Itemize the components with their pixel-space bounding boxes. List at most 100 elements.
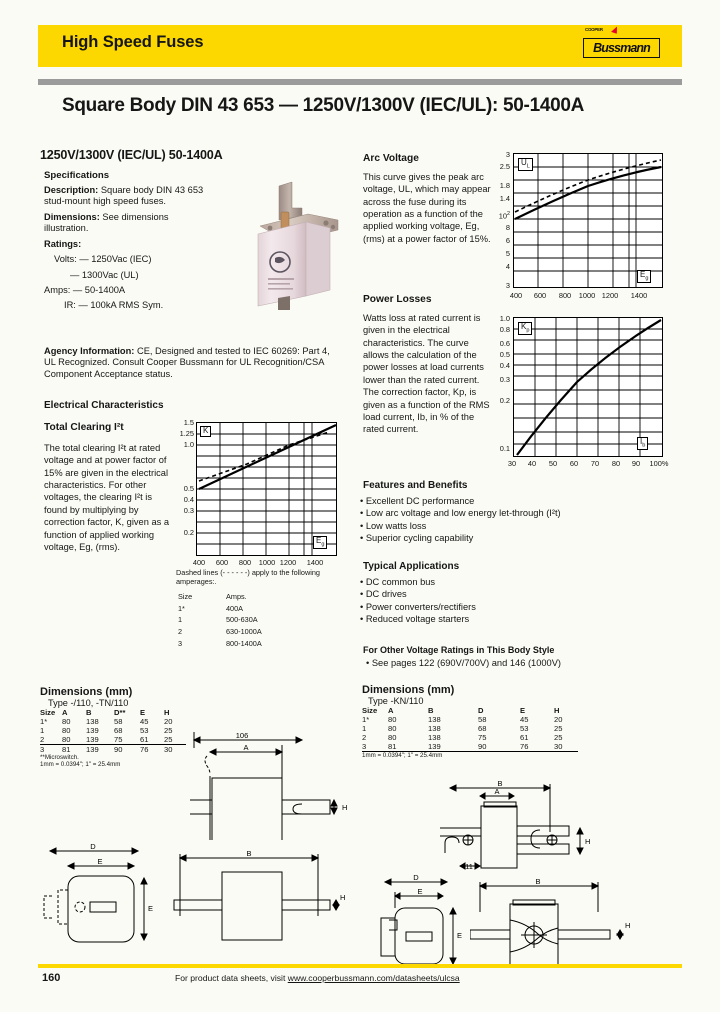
page-title: Square Body DIN 43 653 — 1250V/1300V (IE… [62, 95, 585, 116]
cooper-wordmark: COOPER [585, 27, 603, 32]
col-a: A [62, 708, 68, 717]
cell: 25 [164, 735, 186, 745]
i2t-ytick-0_2: 0.2 [183, 528, 194, 537]
table-row: 2 80 139 75 61 25 [40, 735, 186, 745]
cell-size: 1 [178, 615, 183, 625]
cell: 139 [86, 726, 99, 735]
cell: 45 [520, 715, 529, 724]
cell: 68 [114, 726, 123, 735]
cell: 30 [164, 745, 173, 754]
pl-xtick-90: 90 [631, 459, 641, 468]
power-losses-text: Watts loss at rated current is given in … [363, 313, 490, 435]
list-item: • Power converters/rectifiers [360, 601, 476, 612]
table-row: 2 80 138 75 61 25 [362, 733, 578, 742]
table-row: 1* 80 138 58 45 20 [362, 715, 578, 724]
cell: 45 [140, 717, 149, 726]
specifications-block: Specifications Description: Square body … [44, 170, 214, 316]
svg-text:H: H [625, 921, 630, 930]
cell-size: 3 [178, 638, 183, 648]
cell: 80 [388, 733, 397, 742]
cell: 139 [86, 735, 114, 745]
svg-text:D: D [413, 873, 419, 882]
cell: 25 [554, 724, 563, 733]
av-ytick-1_4: 1.4 [499, 194, 510, 203]
col-size: Size [362, 706, 378, 715]
drawing-front-view-kn110: B H [470, 872, 670, 982]
col-d: D** [114, 708, 126, 717]
cell: 76 [140, 745, 149, 754]
i2t-y-axis-symbol: K [200, 426, 212, 437]
cell: 75 [114, 735, 140, 745]
arc-voltage-text: This curve gives the peak arc voltage, U… [363, 172, 491, 244]
av-ytick-4: 4 [505, 262, 510, 271]
volts-line-2: — 1300Vac (UL) [70, 269, 139, 280]
cell: 76 [520, 742, 554, 752]
dimensions-label: Dimensions: [44, 211, 100, 222]
svg-text:E: E [97, 857, 102, 866]
table-header-row: Size A B D E H [362, 706, 578, 715]
pl-ytick-0_2: 0.2 [499, 396, 510, 405]
dimensions-left-footnote-1: **Microswitch. [40, 754, 79, 761]
svg-text:A: A [494, 787, 499, 796]
drawing-side-view-tn110: 106 A H [190, 700, 355, 840]
table-row: 3 81 139 90 76 30 [40, 745, 186, 754]
svg-text:A: A [243, 743, 248, 752]
dimensions-left-footnote-2: 1mm = 0.0394"; 1" = 25.4mm [40, 761, 121, 768]
i2t-size-amps-table: Size Amps. 1* 400A 1 500-630A 2 630-1000… [176, 590, 264, 650]
cell: 53 [520, 724, 529, 733]
svg-text:B: B [246, 849, 251, 858]
list-item: • Excellent DC performance [360, 496, 475, 506]
av-xtick-1200: 1200 [601, 291, 619, 300]
i2t-xtick-400: 400 [192, 558, 206, 567]
col-size: Size [178, 592, 193, 601]
volts-line-1: Volts: — 1250Vac (IEC) [54, 254, 152, 265]
dimensions-right-footnote: 1mm = 0.0394"; 1" = 25.4mm [362, 752, 443, 759]
cell-amps: 630-1000A [226, 626, 262, 636]
table-row: 1 80 139 68 53 25 [40, 726, 186, 735]
i2t-xtick-800: 800 [238, 558, 252, 567]
drawing-front-view-tn110: B H [170, 838, 350, 953]
i2t-x-axis-symbol: Eg [313, 536, 328, 549]
dimensions-left-block: Dimensions (mm) Type -/110, -TN/110 Size… [40, 686, 186, 768]
av-ytick-6: 6 [505, 236, 510, 245]
pl-xtick-50: 50 [548, 459, 558, 468]
av-ytick-5: 5 [505, 249, 510, 258]
features-heading: Features and Benefits [363, 480, 468, 491]
col-amps: Amps. [226, 592, 247, 601]
pl-xtick-70: 70 [590, 459, 600, 468]
av-ytick-8: 8 [505, 223, 510, 232]
ir-line: IR: — 100kA RMS Sym. [64, 300, 164, 311]
footer-text: For product data sheets, visit www.coope… [175, 973, 460, 983]
svg-text:11: 11 [465, 862, 473, 871]
page-number: 160 [42, 972, 61, 984]
cell: 61 [140, 735, 164, 745]
av-xtick-400: 400 [509, 291, 523, 300]
cell: 90 [114, 745, 123, 754]
amps-line: Amps: — 50-1400A [44, 284, 126, 295]
cell: 61 [520, 733, 529, 742]
col-e: E [140, 708, 146, 717]
col-a: A [388, 706, 394, 715]
av-ytick-2_5: 2.5 [499, 162, 510, 171]
cell: 90 [478, 742, 520, 752]
cell: 30 [554, 742, 578, 752]
pl-xtick-60: 60 [569, 459, 579, 468]
cell: 58 [478, 715, 487, 724]
cell-amps: 500-630A [226, 615, 258, 625]
cell: 138 [428, 724, 441, 733]
pl-ytick-0_3: 0.3 [499, 375, 510, 384]
av-ytick-3: 3 [505, 150, 510, 159]
av-xtick-600: 600 [533, 291, 547, 300]
title-divider [38, 79, 682, 85]
dimensions-right-heading: Dimensions (mm) [362, 684, 455, 696]
table-row: 1 80 138 68 53 25 [362, 724, 578, 733]
footer-link[interactable]: www.cooperbussmann.com/datasheets/ulcsa [287, 973, 460, 983]
svg-text:D: D [90, 842, 96, 851]
i2t-dashed-note: Dashed lines (- - - - - -) apply to the … [176, 568, 320, 587]
av-xtick-1000: 1000 [578, 291, 596, 300]
av-ytick-10sq: 102 [498, 211, 510, 221]
dimensions-text: See dimensions illustration. [44, 211, 169, 234]
fuse-product-photo [248, 178, 344, 310]
av-xtick-800: 800 [558, 291, 572, 300]
